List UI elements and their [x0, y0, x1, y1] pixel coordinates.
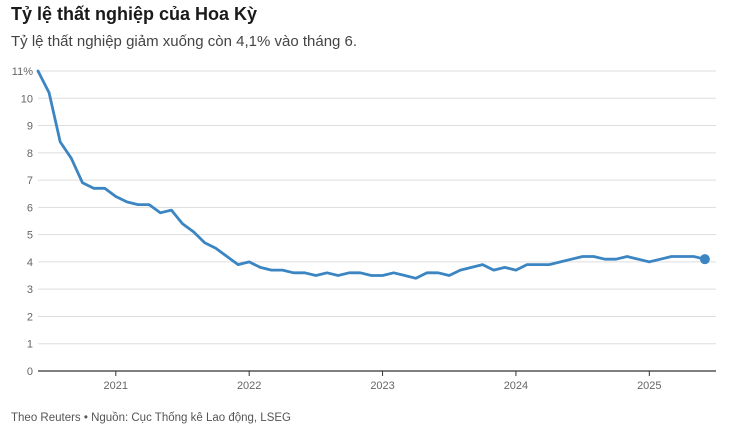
- unemployment-rate-line: [36, 69, 707, 280]
- x-axis-tick-labels: 2021 2022 2023 2024 2025: [104, 371, 662, 392]
- y-tick-label: 5: [27, 230, 33, 242]
- unemployment-line-chart: 0 1 2 3 4 5 6 7 8 9 10 11% 2021 2022 2023 2024 2025: [12, 66, 716, 392]
- y-tick-label: 8: [27, 148, 33, 160]
- x-tick-label: 2024: [504, 380, 528, 392]
- x-tick-label: 2021: [104, 380, 128, 392]
- chart-subtitle: Tỷ lệ thất nghiệp giảm xuống còn 4,1% và…: [11, 33, 358, 50]
- chart-source-note: Theo Reuters • Nguồn: Cục Thống kê Lao đ…: [11, 412, 291, 424]
- y-tick-label: 4: [27, 257, 33, 269]
- last-value-marker: [699, 254, 710, 265]
- x-tick-label: 2022: [237, 380, 261, 392]
- y-tick-label: 1: [27, 339, 33, 351]
- y-tick-label: 0: [27, 366, 33, 378]
- y-tick-label: 10: [21, 93, 33, 105]
- y-tick-label: 2: [27, 311, 33, 323]
- y-tick-label: 9: [27, 121, 33, 133]
- chart-series: [36, 69, 710, 280]
- chart-gridlines: [38, 70, 716, 372]
- y-tick-label: 6: [27, 202, 33, 214]
- y-tick-label: 11%: [12, 66, 33, 78]
- x-tick-label: 2025: [637, 380, 661, 392]
- y-tick-label: 7: [27, 175, 33, 187]
- y-tick-label: 3: [27, 284, 33, 296]
- chart-title: Tỷ lệ thất nghiệp của Hoa Kỳ: [11, 4, 258, 24]
- x-tick-label: 2023: [370, 380, 394, 392]
- y-axis-tick-labels: 0 1 2 3 4 5 6 7 8 9 10 11%: [12, 66, 33, 378]
